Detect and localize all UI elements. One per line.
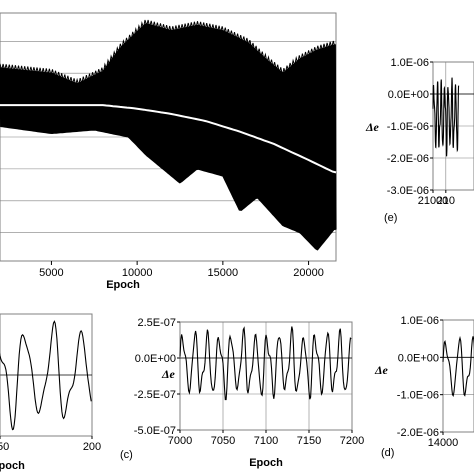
panel-c-y-tick-label: 2.5E-07 <box>137 317 176 329</box>
panel-e-gridlines <box>433 61 474 191</box>
panel-c-x-tick-label: 7100 <box>254 435 278 447</box>
panel-c-y-tick-label: 0.0E+00 <box>135 353 176 365</box>
main-x-tick-label: 15000 <box>208 267 239 279</box>
panel-b-series-line <box>0 320 92 431</box>
panel-c-x-label: Epoch <box>249 457 283 469</box>
panel-d-y-tick-label: 0.0E+00 <box>398 352 439 364</box>
main-x-tick-label: 20000 <box>293 267 324 279</box>
panel-d-series-line <box>442 335 474 398</box>
panel-c-label: (c) <box>120 449 133 461</box>
panel-d-y-tick-label: 1.0E-06 <box>400 315 439 327</box>
panel-d-x-ticks: 1400014 <box>428 432 459 449</box>
panel-b-x-ticks: 150 200 <box>0 436 101 453</box>
panel-c-x-tick-label: 7200 <box>340 435 364 447</box>
panel-e-label: (e) <box>384 212 397 224</box>
panel-d-y-tick-label: -2.0E-06 <box>397 427 439 439</box>
main-mean-curve <box>0 104 337 174</box>
panel-e-y-tick-label: 1.0E-06 <box>390 57 429 69</box>
panel-e-y-tick-label: -1.0E-06 <box>387 121 429 133</box>
main-panel: 5000 10000 15000 20000 Epoch <box>0 12 337 291</box>
panel-c-y-label: Δe <box>161 367 176 381</box>
panel-e-y-tick-label: -3.0E-06 <box>387 185 429 197</box>
panel-e-x-tick-label: 21000 <box>418 195 449 207</box>
main-x-label: Epoch <box>106 279 140 291</box>
panel-d-x-tick-label: 14000 <box>428 437 459 449</box>
panel-e-y-tick-label: -2.0E-06 <box>387 153 429 165</box>
main-x-ticks: 5000 10000 15000 20000 <box>39 261 324 279</box>
panel-d-y-ticks: 1.0E-06 0.0E+00 -1.0E-06 -2.0E-06 <box>397 315 443 439</box>
panel-c: 2.5E-070.0E+00-2.5E-07-5.0E-07 7000 7050 7… <box>120 317 364 469</box>
panel-c-data <box>179 326 352 401</box>
panel-e: 1.0E-06 0.0E+00 -1.0E-06 -2.0E-06 -3.0E-06 2… <box>365 57 474 224</box>
panel-c-x-tick-label: 7000 <box>168 435 192 447</box>
panel-b-gridlines <box>0 314 92 436</box>
panel-e-data <box>432 77 460 157</box>
panel-d: 1.0E-06 0.0E+00 -1.0E-06 -2.0E-06 1400014 Δ… <box>374 315 474 459</box>
panel-e-y-label: Δe <box>365 120 380 134</box>
panel-e-x-tick-label: 210 <box>437 195 455 207</box>
panel-d-y-tick-label: -1.0E-06 <box>397 390 439 402</box>
panel-b-x-tick-label: 150 <box>0 441 9 453</box>
panel-d-gridlines <box>443 319 474 433</box>
panel-c-x-tick-label: 7150 <box>297 435 321 447</box>
panel-b: 150 200 Epoch <box>0 313 101 472</box>
panel-c-series-line <box>179 326 352 401</box>
panel-d-data <box>442 335 474 398</box>
panel-c-x-ticks: 7000 7050 7100 7150 7200 <box>168 430 364 447</box>
panel-d-label: (d) <box>381 447 394 459</box>
main-x-tick-label: 5000 <box>39 267 63 279</box>
panel-c-y-tick-label: -2.5E-07 <box>134 389 176 401</box>
panel-c-y-ticks: 2.5E-07 0.0E+00 -2.5E-07 -5.0E-07 <box>134 317 180 437</box>
panel-e-y-tick-label: 0.0E+00 <box>388 89 429 101</box>
panel-b-x-label: Epoch <box>0 460 25 472</box>
panel-b-x-tick-label: 200 <box>83 441 101 453</box>
panel-c-gridlines <box>180 321 352 431</box>
main-data <box>0 19 337 251</box>
main-series-upper-edge <box>0 19 336 85</box>
panel-c-y-tick-label: -5.0E-07 <box>134 425 176 437</box>
panel-e-series-line <box>432 77 460 157</box>
panel-e-y-ticks: 1.0E-06 0.0E+00 -1.0E-06 -2.0E-06 -3.0E-06 <box>387 57 433 197</box>
panel-b-data <box>0 320 92 431</box>
main-x-tick-label: 10000 <box>122 267 153 279</box>
panel-c-x-tick-label: 7050 <box>211 435 235 447</box>
panel-d-y-label: Δe <box>374 363 389 377</box>
